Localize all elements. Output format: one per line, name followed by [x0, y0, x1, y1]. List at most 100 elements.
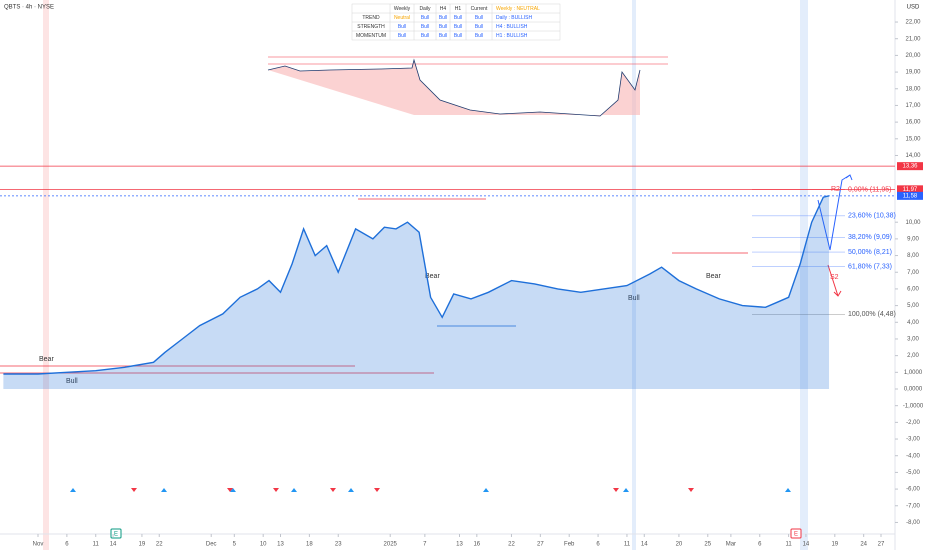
table-header: Weekly: [394, 6, 411, 12]
x-tick-label: 6: [65, 542, 69, 548]
x-tick-label: Feb: [564, 542, 575, 548]
table-cell: Bull: [454, 15, 462, 21]
table-row-label: MOMENTUM: [356, 33, 386, 39]
projection-arrow: [845, 174, 853, 181]
table-header: H1: [455, 6, 462, 12]
table-header: H4: [440, 6, 447, 12]
y-tick-label: -2,00: [906, 420, 920, 426]
x-tick-label: Nov: [33, 542, 44, 548]
x-tick-label: 13: [456, 542, 463, 548]
signal-markers: [70, 488, 791, 492]
y-tick-label: 16,00: [905, 120, 921, 126]
annotation: Bear: [39, 356, 54, 363]
y-tick-label: 9,00: [907, 236, 919, 242]
status-table: Weekly Daily H4 H1 Current TREND Neutral Bull Bu…: [351, 3, 561, 41]
y-tick-label: -6,00: [906, 487, 920, 493]
y-tick-label: 18,00: [905, 86, 921, 92]
x-tick-label: Mar: [726, 542, 736, 548]
table-cell: Bull: [421, 15, 429, 21]
x-tick-label: 22: [156, 542, 163, 548]
table-cell: Bull: [421, 33, 429, 39]
session-highlight: [800, 0, 808, 550]
price-line: [3, 195, 830, 375]
y-tick-label: 0,0000: [904, 387, 923, 393]
fib-label: 50,00% (8,21): [848, 249, 892, 256]
y-tick-label: 8,00: [907, 253, 919, 259]
y-tick-label: -1,0000: [903, 403, 924, 409]
session-highlight: [632, 0, 636, 550]
x-tick-label: 7: [423, 542, 427, 548]
x-tick-label: 14: [803, 542, 810, 548]
y-tick-label: 10,00: [905, 220, 921, 226]
y-tick-label: -8,00: [906, 520, 920, 526]
x-tick-label: 6: [596, 542, 600, 548]
x-tick-label: 14: [641, 542, 648, 548]
table-row-label: TREND: [362, 15, 380, 21]
currency-label: USD: [907, 5, 920, 11]
table-cell: Bull: [398, 24, 406, 30]
x-tick-label: 18: [306, 542, 313, 548]
table-cell: Bull: [398, 33, 406, 39]
table-summary: H1 : BULLISH: [496, 33, 528, 39]
annotation: Bull: [66, 378, 78, 385]
event-badge[interactable]: [790, 528, 802, 539]
event-label: E: [794, 532, 798, 538]
x-tick-label: 11: [785, 542, 792, 548]
table-cell: Bull: [439, 33, 447, 39]
x-tick-label: 24: [860, 542, 867, 548]
x-tick-label: 25: [704, 542, 711, 548]
x-tick-label: 23: [335, 542, 342, 548]
y-tick-label: 14,00: [905, 153, 921, 159]
price-badge-label: 11,58: [903, 193, 918, 199]
event-label: E: [114, 532, 118, 538]
x-tick-label: Dec: [206, 542, 217, 548]
table-cell: Bull: [454, 24, 462, 30]
annotation: S2: [830, 274, 839, 281]
y-tick-label: 17,00: [905, 103, 921, 109]
price-badge: [897, 191, 923, 200]
price-badge: [897, 162, 923, 171]
price-area: [3, 195, 830, 389]
y-tick-label: -7,00: [906, 503, 920, 509]
y-tick-label: 20,00: [905, 53, 921, 59]
table-cell: Bull: [421, 24, 429, 30]
y-tick-label: 3,00: [907, 337, 919, 343]
x-tick-label: 27: [878, 542, 885, 548]
price-badge-label: 11,97: [903, 187, 918, 193]
x-tick-label: 2025: [384, 542, 398, 548]
x-tick-label: 22: [508, 542, 515, 548]
x-tick-label: 6: [758, 542, 762, 548]
table-cell: Bull: [475, 33, 483, 39]
x-tick-label: 11: [93, 542, 100, 548]
x-tick-label: 19: [831, 542, 838, 548]
table-header: Current: [471, 6, 488, 12]
x-tick-label: 16: [473, 542, 480, 548]
y-tick-label: 2,00: [907, 353, 919, 359]
annotation: Bear: [706, 273, 721, 280]
fib-label: 0,00% (11,95): [848, 187, 891, 194]
session-highlight: [43, 0, 49, 550]
table-header: Daily: [419, 6, 431, 12]
x-tick-label: 11: [624, 542, 631, 548]
y-tick-label: 6,00: [907, 286, 919, 292]
x-tick-label: 20: [676, 542, 683, 548]
y-tick-label: -4,00: [906, 453, 920, 459]
y-tick-label: 21,00: [905, 36, 921, 42]
y-tick-label: 19,00: [905, 70, 921, 76]
x-tick-label: 19: [139, 542, 146, 548]
y-tick-label: -5,00: [906, 470, 920, 476]
x-tick-label: 27: [537, 542, 544, 548]
table-cell: Bull: [454, 33, 462, 39]
x-tick-label: 5: [233, 542, 237, 548]
projection-arrow: [827, 264, 842, 297]
table-cell: Bull: [475, 24, 483, 30]
annotation: Bull: [628, 295, 640, 302]
fib-label: 23,60% (10,38): [848, 213, 896, 220]
y-tick-label: 4,00: [907, 320, 919, 326]
price-badge-label: 13,36: [902, 164, 918, 170]
table-row-label: STRENGTH: [357, 24, 385, 30]
y-tick-label: 22,00: [905, 20, 921, 26]
table-cell: Neutral: [394, 15, 410, 21]
